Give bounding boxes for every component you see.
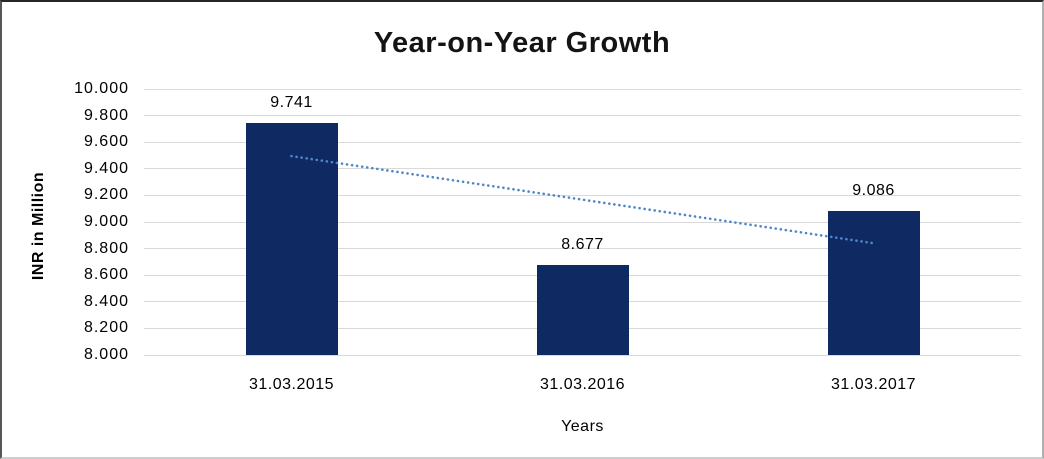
bar-value-label: 9.086	[852, 181, 895, 199]
bar-31.03.2017	[827, 210, 920, 355]
y-tick-label: 8.200	[83, 319, 129, 337]
y-gridline	[144, 88, 1021, 90]
y-gridline	[144, 354, 1021, 356]
x-category-label: 31.03.2016	[539, 376, 626, 393]
y-gridline	[144, 248, 1021, 250]
y-tick-label: 9.400	[83, 159, 129, 177]
y-tick-label: 8.000	[83, 346, 129, 363]
y-tick-label: 8.400	[83, 292, 129, 310]
bar-31.03.2016	[536, 264, 629, 355]
chart-title: Year-on-Year Growth	[373, 27, 671, 59]
y-tick-label: 10.000	[74, 80, 129, 97]
x-axis-title: Years	[561, 418, 604, 435]
y-gridline	[144, 115, 1021, 117]
bar-value-label: 9.741	[270, 94, 313, 112]
y-tick-label: 9.000	[83, 213, 129, 230]
y-tick-label: 9.800	[83, 106, 129, 124]
y-tick-label: 9.600	[83, 133, 129, 151]
x-category-label: 31.03.2015	[248, 376, 335, 393]
y-tick-label: 8.800	[83, 239, 129, 257]
y-tick-label: 9.200	[83, 186, 129, 204]
y-gridline	[144, 141, 1021, 143]
x-category-label: 31.03.2017	[830, 376, 917, 393]
bar-value-label: 8.677	[561, 235, 604, 253]
y-tick-label: 8.600	[83, 266, 129, 284]
bar-31.03.2015	[245, 123, 338, 355]
